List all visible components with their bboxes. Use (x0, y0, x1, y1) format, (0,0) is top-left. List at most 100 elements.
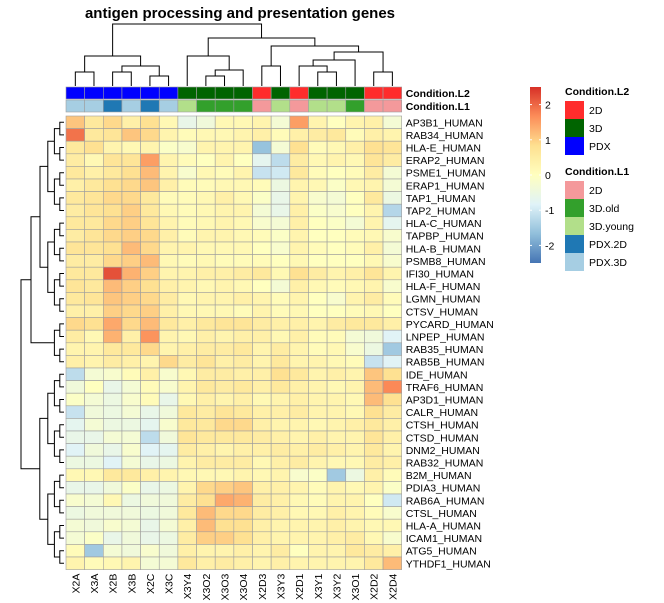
heatmap-cell (158, 430, 179, 444)
heatmap-cell (364, 405, 384, 419)
dendrogram-branch (59, 323, 64, 337)
row-label: LNPEP_HUMAN (406, 332, 485, 344)
heatmap-cell (196, 229, 216, 243)
heatmap-cell (121, 304, 141, 318)
heatmap-cell (196, 266, 216, 281)
heatmap-cell (345, 153, 365, 167)
heatmap-cell (233, 430, 253, 444)
heatmap-cell (270, 481, 291, 495)
row-label: CTSL_HUMAN (406, 508, 477, 520)
heatmap-cell (158, 380, 179, 394)
heatmap-cell (308, 455, 328, 470)
heatmap-cell (121, 342, 141, 356)
condition-l2-cell (177, 86, 197, 100)
heatmap-cell (158, 140, 179, 155)
heatmap-cell (177, 254, 197, 268)
heatmap-cell (326, 229, 347, 243)
heatmap-cell (177, 380, 197, 394)
heatmap-cell (177, 544, 197, 558)
heatmap-cell (308, 367, 328, 381)
legend-label: 3D (589, 123, 603, 135)
heatmap-cell (326, 481, 347, 495)
heatmap-cell (233, 216, 253, 230)
heatmap-cell (252, 405, 272, 419)
heatmap-cell (233, 405, 253, 419)
heatmap-cell (158, 556, 179, 570)
heatmap-cell (326, 518, 347, 533)
heatmap-cell (382, 405, 402, 419)
heatmap-cell (326, 367, 347, 381)
dendrogram-branch (149, 75, 170, 86)
heatmap-cell (382, 392, 402, 407)
row-label: CALR_HUMAN (406, 407, 478, 419)
heatmap-cell (252, 292, 272, 306)
heatmap-cell (382, 506, 402, 520)
heatmap-cell (345, 178, 365, 192)
heatmap-cell (289, 518, 309, 533)
heatmap-cell (158, 468, 179, 482)
color-scale-legend: 2 1 0 -1 -2 (530, 87, 554, 263)
heatmap-cell (158, 481, 179, 495)
heatmap-cell (103, 216, 123, 230)
heatmap-cell (196, 178, 216, 192)
legend-title: Condition.L2 (565, 86, 629, 98)
dendrogram-branch (53, 178, 60, 205)
heatmap-cell (326, 443, 347, 457)
heatmap-cell (382, 367, 402, 381)
heatmap-cell (270, 304, 291, 318)
heatmap-cell (233, 241, 253, 255)
heatmap-cell (158, 455, 179, 470)
heatmap-cell (233, 317, 253, 331)
legend-label: PDX (589, 141, 611, 153)
legend-label: 2D (589, 105, 603, 117)
heatmap-cell (84, 166, 104, 180)
heatmap-cell (270, 178, 291, 192)
dendrogram-branch (333, 51, 384, 72)
row-label: PDIA3_HUMAN (406, 483, 481, 495)
heatmap-cell (382, 241, 402, 255)
heatmap-cell (140, 531, 160, 545)
heatmap-cell (252, 229, 272, 243)
heatmap-cell (289, 468, 309, 482)
condition-l1-cell (289, 99, 309, 113)
heatmap-cell (214, 342, 235, 356)
heatmap-cell (84, 455, 104, 470)
heatmap-cell (233, 140, 253, 155)
heatmap-cell (214, 367, 235, 381)
row-label: IFI30_HUMAN (406, 269, 474, 281)
heatmap-cell (345, 216, 365, 230)
heatmap-cell (84, 443, 104, 457)
heatmap-cell (270, 443, 291, 457)
heatmap-cell (308, 191, 328, 205)
column-label: X2D4 (387, 573, 399, 599)
heatmap-cell (177, 140, 197, 155)
heatmap-cell (252, 241, 272, 255)
legend-swatch (565, 181, 584, 199)
row-label: PYCARD_HUMAN (406, 319, 494, 331)
heatmap-cell (140, 292, 160, 306)
heatmap-cell (289, 166, 309, 180)
heatmap-cell (233, 178, 253, 192)
heatmap-cell (158, 216, 179, 230)
heatmap-cell (103, 355, 123, 369)
heatmap-cell (289, 191, 309, 205)
heatmap-cell (121, 191, 141, 205)
row-label: TAP2_HUMAN (406, 206, 476, 218)
heatmap-cell (84, 392, 104, 407)
column-label: X3O1 (350, 573, 362, 600)
legend-label: 2D (589, 185, 603, 197)
heatmap-cell (103, 405, 123, 419)
heatmap-cell (252, 518, 272, 533)
column-label: X3B (126, 574, 138, 594)
heatmap-cell (140, 266, 160, 281)
condition-l2-cell (65, 86, 85, 100)
heatmap-cell (177, 229, 197, 243)
heatmap-cell (65, 216, 85, 230)
heatmap-cell (214, 556, 235, 570)
heatmap-cell (308, 317, 328, 331)
heatmap-cell (103, 279, 123, 293)
heatmap-cell (140, 342, 160, 356)
heatmap-cell (233, 544, 253, 558)
heatmap-cell (345, 191, 365, 205)
heatmap-cell (345, 367, 365, 381)
